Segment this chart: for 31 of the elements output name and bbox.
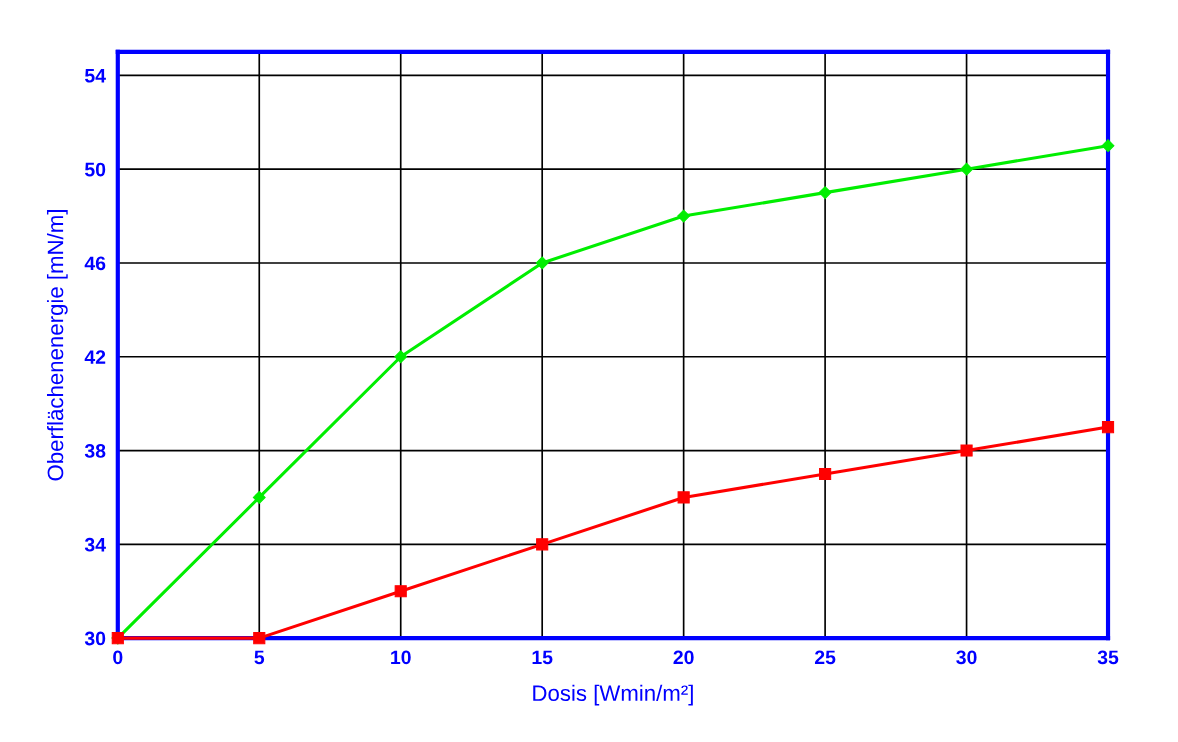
y-tick-label: 54	[84, 69, 106, 83]
point	[960, 444, 973, 457]
point	[394, 585, 407, 598]
x-tick-label: 35	[1097, 650, 1119, 665]
point	[535, 256, 549, 270]
point	[677, 209, 691, 223]
y-tick-label: 34	[84, 537, 106, 552]
x-tick-label: 30	[956, 650, 977, 665]
point	[394, 350, 408, 364]
point	[677, 491, 690, 504]
point	[819, 467, 832, 481]
y-tick-label: 42	[84, 350, 106, 364]
point	[1101, 139, 1115, 153]
point	[818, 186, 832, 200]
x-tick-label: 15	[532, 650, 553, 665]
point	[252, 491, 266, 504]
point	[1101, 421, 1115, 434]
point	[253, 632, 266, 645]
x-tick-label: 5	[254, 650, 265, 665]
x-tick-label: 10	[391, 650, 411, 665]
y-tick-label: 30	[84, 631, 106, 646]
y-tick-label: 38	[84, 444, 106, 458]
y-axis-title: Oberflächenenergie [mN/m]	[46, 210, 68, 481]
y-tick-label: 50	[84, 162, 106, 177]
x-axis-title: Dosis [Wmin/m²]	[533, 684, 693, 706]
y-tick-label: 46	[84, 256, 106, 271]
x-tick-label: 20	[673, 650, 694, 665]
point	[536, 538, 549, 551]
point	[960, 162, 973, 176]
x-tick-label: 25	[814, 650, 836, 665]
x-tick-label: 0	[113, 650, 123, 665]
